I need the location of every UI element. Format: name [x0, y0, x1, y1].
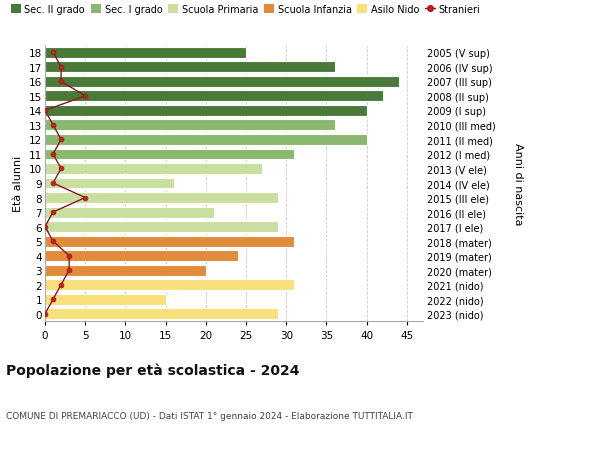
- Bar: [45, 280, 295, 291]
- Y-axis label: Anni di nascita: Anni di nascita: [512, 142, 523, 225]
- Bar: [45, 265, 206, 276]
- Text: Popolazione per età scolastica - 2024: Popolazione per età scolastica - 2024: [6, 363, 299, 377]
- Bar: [45, 48, 246, 59]
- Legend: Sec. II grado, Sec. I grado, Scuola Primaria, Scuola Infanzia, Asilo Nido, Stran: Sec. II grado, Sec. I grado, Scuola Prim…: [11, 5, 481, 15]
- Bar: [45, 222, 278, 233]
- Bar: [45, 106, 367, 117]
- Bar: [45, 77, 399, 88]
- Bar: [45, 178, 173, 189]
- Bar: [45, 164, 262, 174]
- Bar: [45, 207, 214, 218]
- Bar: [45, 149, 295, 160]
- Y-axis label: Età alunni: Età alunni: [13, 156, 23, 212]
- Bar: [45, 134, 367, 146]
- Bar: [45, 308, 278, 319]
- Bar: [45, 251, 238, 262]
- Bar: [45, 62, 335, 73]
- Bar: [45, 294, 166, 305]
- Bar: [45, 193, 278, 203]
- Bar: [45, 120, 335, 131]
- Bar: [45, 236, 295, 247]
- Text: COMUNE DI PREMARIACCO (UD) - Dati ISTAT 1° gennaio 2024 - Elaborazione TUTTITALI: COMUNE DI PREMARIACCO (UD) - Dati ISTAT …: [6, 411, 413, 420]
- Bar: [45, 91, 383, 102]
